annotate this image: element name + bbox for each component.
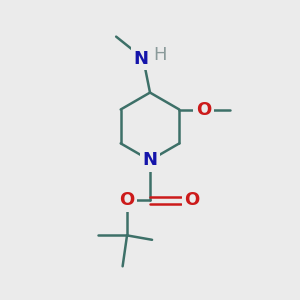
Text: O: O [184, 191, 200, 209]
Text: O: O [196, 100, 211, 118]
Text: N: N [142, 151, 158, 169]
Text: H: H [154, 46, 167, 64]
Text: O: O [119, 191, 135, 209]
Text: N: N [134, 50, 149, 68]
